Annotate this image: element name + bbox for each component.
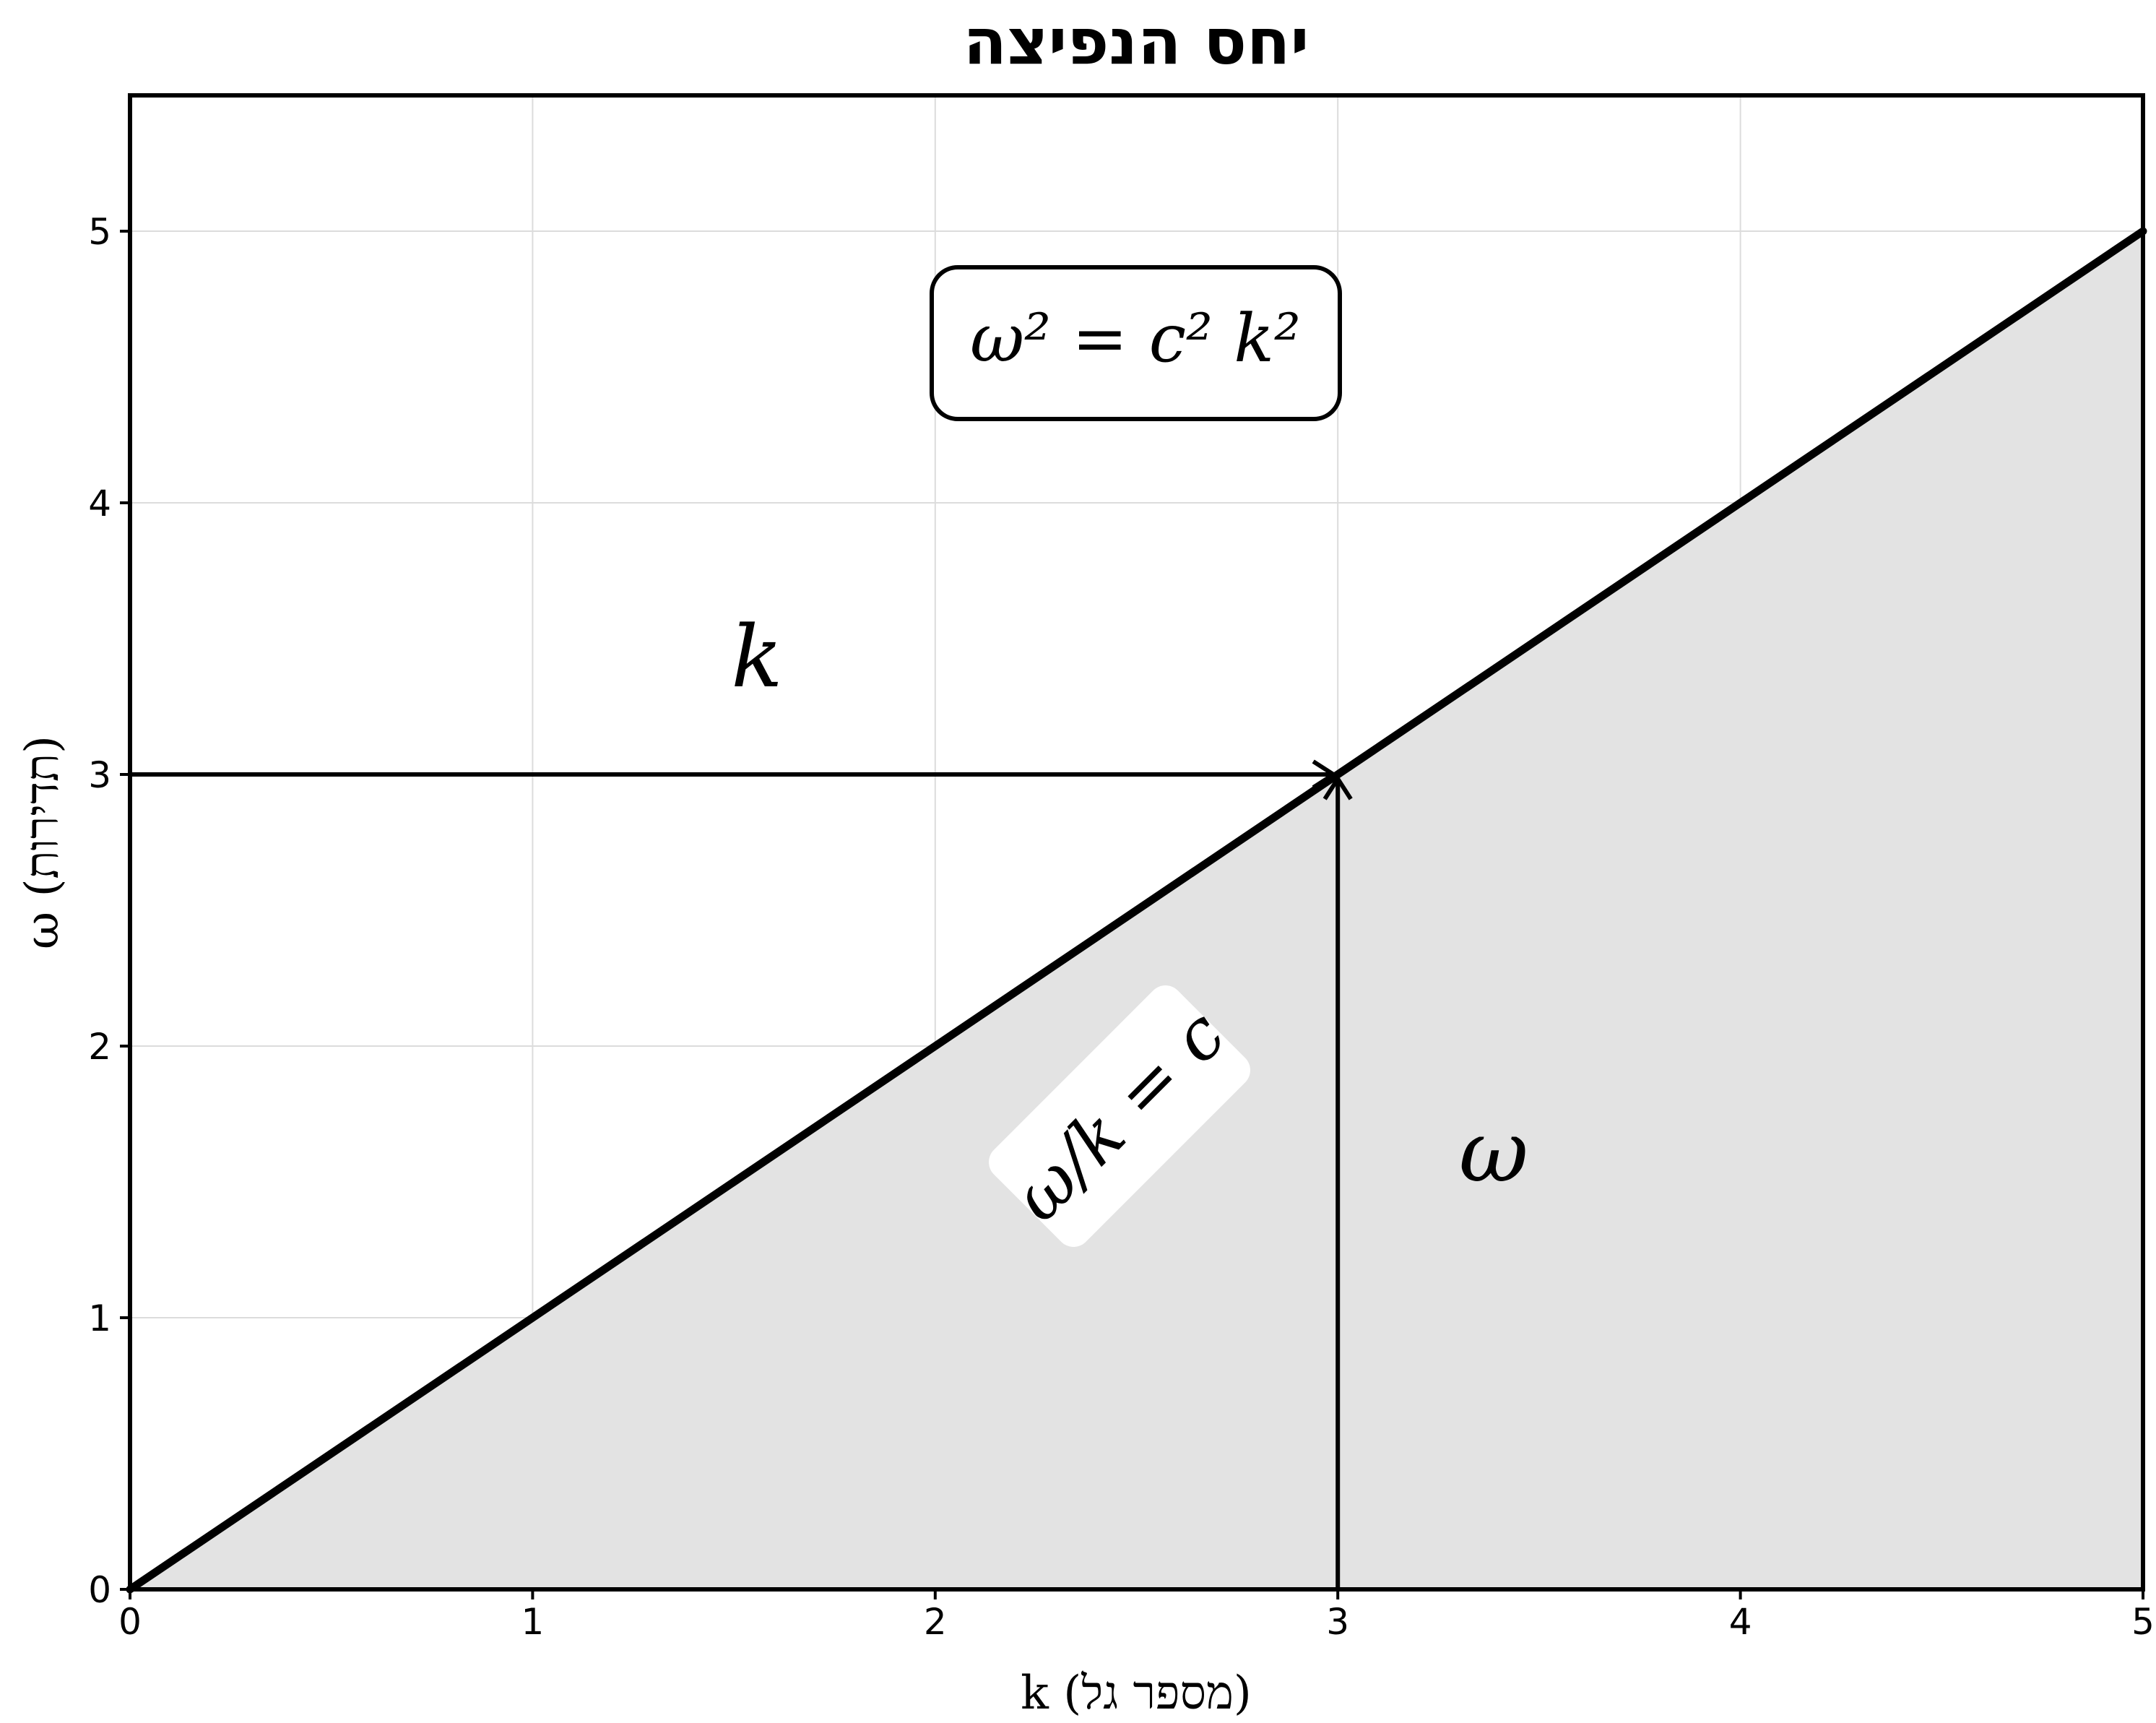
slope-annotation: ω/k = c xyxy=(989,985,1250,1247)
equation-text: ω² = c² k² xyxy=(970,300,1301,377)
k-arrow-label: k xyxy=(731,607,783,707)
plot-frame xyxy=(128,93,2145,1592)
x-tick-label-0: 0 xyxy=(118,1601,142,1643)
x-axis-ticks: 0 1 2 3 4 5 xyxy=(118,1589,2155,1643)
dispersion-line xyxy=(126,227,2147,1594)
y-tick-label-3: 3 xyxy=(88,754,111,796)
x-tick-label-3: 3 xyxy=(1326,1601,1349,1643)
omega-arrow-head xyxy=(1322,774,1353,800)
x-tick-label-1: 1 xyxy=(521,1601,544,1643)
y-tick-label-0: 0 xyxy=(88,1569,111,1611)
y-tick-label-4: 4 xyxy=(88,483,111,524)
k-omega-arrows xyxy=(130,759,1353,1589)
x-axis-label: k (מספר גל) xyxy=(1021,1667,1252,1720)
x-tick-label-2: 2 xyxy=(924,1601,947,1643)
y-tick-label-1: 1 xyxy=(88,1297,111,1339)
omega-arrow-label: ω xyxy=(1459,1102,1528,1201)
chart-title: יחס הנפיצה xyxy=(964,4,1309,79)
y-axis-label: ω (תדירות) xyxy=(16,735,69,949)
y-tick-label-2: 2 xyxy=(88,1026,111,1068)
slope-label-box xyxy=(989,985,1250,1247)
equation-box xyxy=(930,265,1342,421)
x-tick-label-4: 4 xyxy=(1729,1601,1752,1643)
x-tick-label-5: 5 xyxy=(2131,1601,2155,1643)
y-axis-ticks: 0 1 2 3 4 5 xyxy=(88,211,130,1611)
equation-annotation: ω² = c² k² xyxy=(930,265,1342,421)
y-tick-label-5: 5 xyxy=(88,211,111,253)
k-arrow-head xyxy=(1312,759,1338,790)
